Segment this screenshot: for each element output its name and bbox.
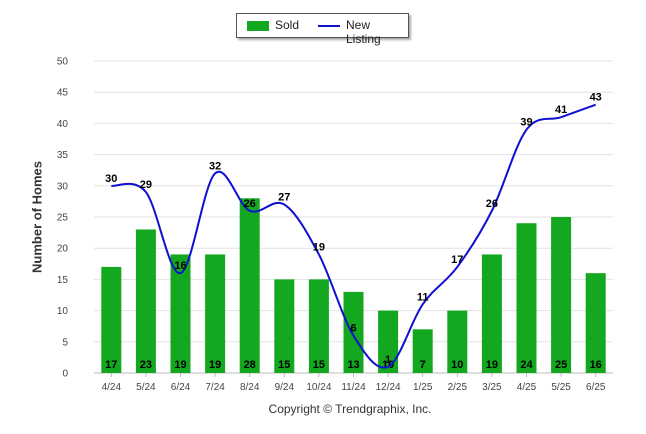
line-point-label: 39 [520, 117, 532, 129]
bar-sold [412, 329, 433, 373]
legend-swatch-new-listing [318, 25, 340, 27]
y-tick-label: 25 [57, 213, 69, 224]
legend[interactable]: Sold New Listing [236, 13, 409, 46]
bar-layer [101, 198, 606, 373]
x-tick-label: 5/24 [136, 382, 156, 393]
line-point-label: 32 [209, 160, 221, 172]
y-tick-label: 40 [57, 119, 69, 130]
bar-sold [378, 310, 399, 373]
bar-sold [447, 310, 468, 373]
axis-layer: 0 5 10 15 20 25 30 35 40 45 50 4/24 5/24 6/24 7/24 8/24… [57, 57, 613, 393]
bar-sold [481, 254, 502, 373]
line-point-label: 1 [385, 354, 391, 366]
x-tick-label: 3/25 [482, 382, 502, 393]
bar-value-label: 16 [590, 359, 602, 371]
y-axis-label: Number of Homes [29, 161, 45, 273]
line-point-label: 17 [451, 254, 463, 266]
line-point-label: 16 [174, 260, 186, 272]
bar-value-label: 28 [244, 359, 256, 371]
copyright-text: Copyright © Trendgraphix, Inc. [268, 402, 432, 416]
x-tick-label: 12/24 [376, 382, 401, 393]
line-point-label: 29 [140, 179, 152, 191]
line-layer [111, 103, 597, 369]
y-tick-label: 20 [57, 244, 69, 255]
legend-swatch-sold [247, 21, 269, 31]
bar-sold [585, 273, 606, 373]
y-tick-label: 45 [57, 88, 69, 99]
y-tick-label: 35 [57, 150, 69, 161]
x-tick-label: 1/25 [413, 382, 433, 393]
line-point-label: 26 [244, 198, 256, 210]
x-tick-label: 2/25 [448, 382, 468, 393]
x-tick-label: 6/24 [171, 382, 191, 393]
x-tick-label: 11/24 [341, 382, 366, 393]
x-tick-label: 4/24 [102, 382, 122, 393]
bar-value-label: 19 [209, 359, 221, 371]
bar-value-label: 24 [520, 359, 533, 371]
bar-value-label: 19 [486, 359, 498, 371]
bar-value-label: 7 [420, 359, 426, 371]
x-tick-label: 5/25 [551, 382, 571, 393]
y-tick-label: 5 [62, 337, 68, 348]
bar-sold [135, 229, 156, 373]
x-tick-label: 9/24 [275, 382, 295, 393]
line-point-label: 43 [590, 92, 602, 104]
line-point-label: 19 [313, 241, 325, 253]
bar-sold [170, 254, 191, 373]
legend-label-new-listing: New Listing [346, 18, 381, 46]
bar-sold [516, 223, 537, 373]
x-tick-label: 6/25 [586, 382, 606, 393]
bar-sold [101, 266, 122, 373]
x-tick-label: 7/24 [205, 382, 225, 393]
y-tick-label: 50 [57, 57, 69, 68]
y-tick-label: 30 [57, 181, 69, 192]
bar-value-label: 13 [347, 359, 359, 371]
bar-value-label: 15 [278, 359, 290, 371]
x-tick-label: 4/25 [517, 382, 537, 393]
bar-sold [239, 198, 260, 373]
line-point-label: 30 [105, 173, 117, 185]
bar-value-label: 17 [105, 359, 117, 371]
bar-value-label: 10 [451, 359, 463, 371]
y-tick-label: 15 [57, 275, 69, 286]
bar-sold [308, 279, 329, 373]
bar-sold [343, 291, 364, 373]
x-tick-label: 8/24 [240, 382, 260, 393]
line-new-listing [111, 103, 597, 369]
bar-sold [551, 217, 572, 373]
line-point-label: 41 [555, 104, 567, 116]
bar-label-layer: 17 23 19 19 28 15 15 13 10 7 10 19 24 25 16 [105, 359, 602, 371]
line-point-label: 27 [278, 192, 290, 204]
x-tick-label: 10/24 [306, 382, 331, 393]
bar-value-label: 15 [313, 359, 325, 371]
legend-label-sold: Sold [275, 18, 300, 32]
bar-sold [205, 254, 226, 373]
bar-sold [274, 279, 295, 373]
line-point-label: 6 [350, 323, 356, 335]
line-point-label: 26 [486, 198, 498, 210]
y-tick-label: 0 [62, 369, 68, 380]
line-point-label: 11 [417, 291, 429, 303]
bar-value-label: 25 [555, 359, 567, 371]
bar-value-label: 23 [140, 359, 152, 371]
bar-value-label: 19 [174, 359, 186, 371]
y-tick-label: 10 [57, 306, 69, 317]
